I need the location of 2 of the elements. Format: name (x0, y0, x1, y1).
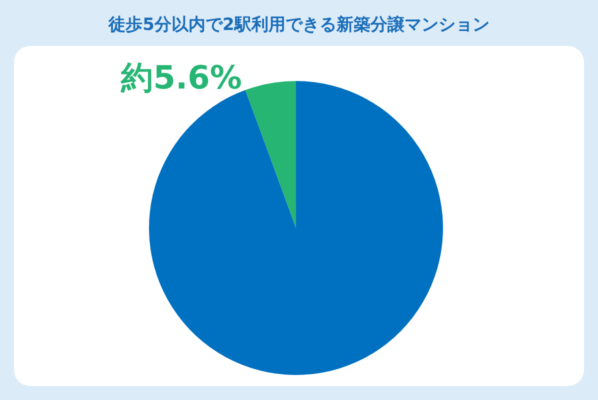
data-label: 約5.6% (120, 58, 242, 96)
chart-title: 徒歩5分以内で2駅利用できる新築分譲マンション (108, 15, 490, 35)
